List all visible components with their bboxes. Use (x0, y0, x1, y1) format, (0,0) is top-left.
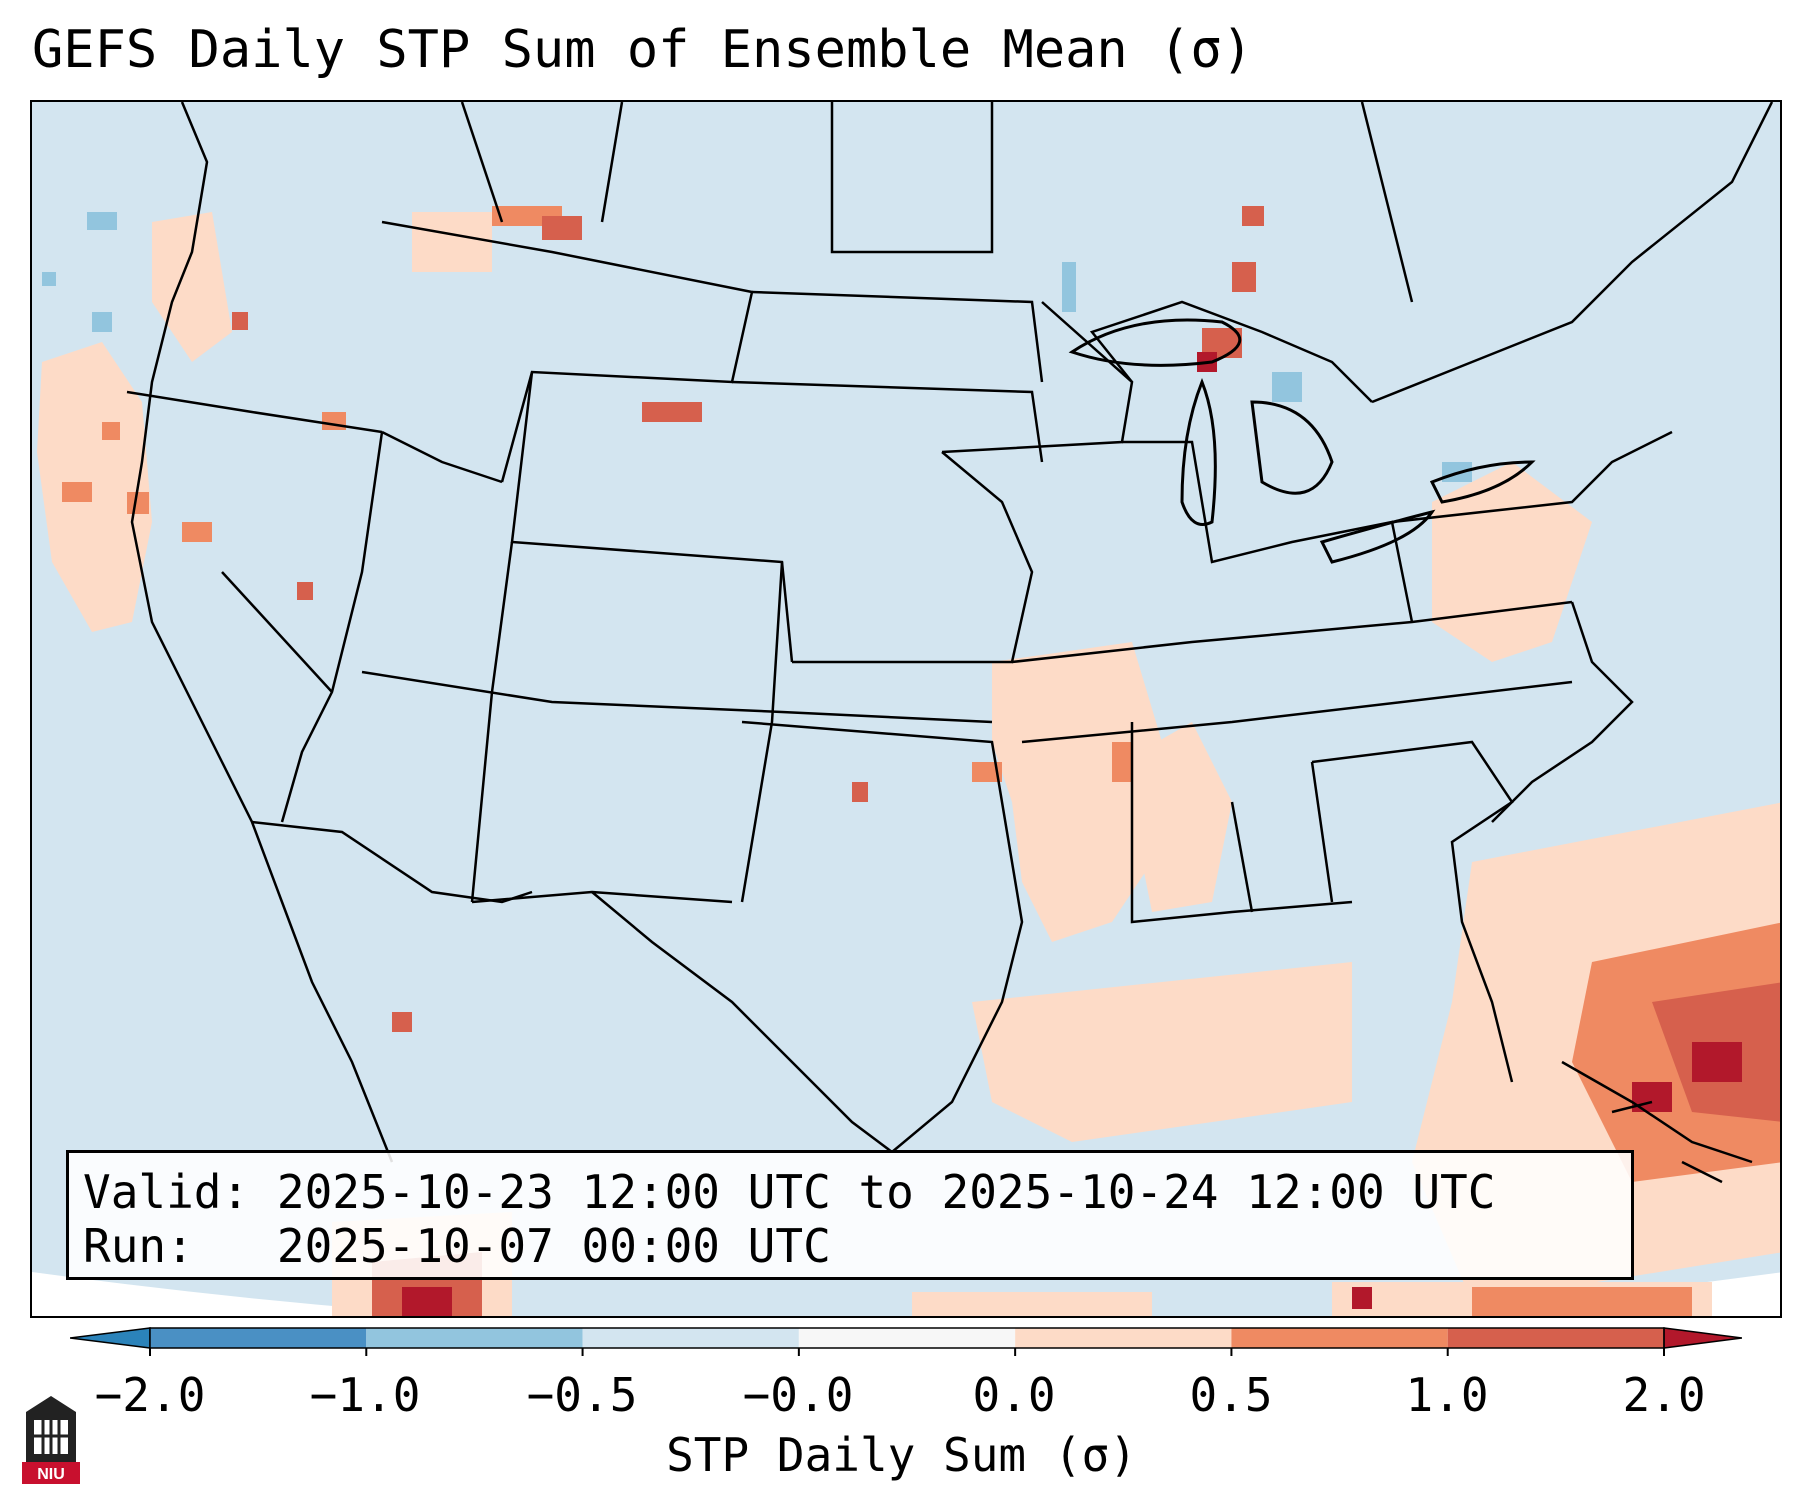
map-canvas (32, 102, 1780, 1316)
colorbar-tick-label: −1.0 (309, 1368, 421, 1422)
run-label: Run: (83, 1219, 194, 1273)
colorbar-label: STP Daily Sum (σ) (666, 1428, 1137, 1482)
anomaly-field (37, 206, 1780, 1316)
colorbar-tick-label: −0.0 (742, 1368, 854, 1422)
state-borders (126, 102, 1774, 1184)
colorbar-tick-label: −2.0 (94, 1368, 206, 1422)
colorbar (70, 1327, 1742, 1356)
colorbar-outline (149, 1327, 1665, 1349)
university-tower-icon: NIU (22, 1396, 80, 1484)
info-box: Valid: 2025-10-23 12:00 UTC to 2025-10-2… (66, 1150, 1634, 1280)
valid-label: Valid: (83, 1165, 250, 1219)
colorbar-tick-label: 2.0 (1622, 1368, 1706, 1422)
run-value: 2025-10-07 00:00 UTC (276, 1219, 831, 1273)
colorbar-segment (1015, 1328, 1232, 1348)
colorbar-tick-label: −0.5 (526, 1368, 638, 1422)
colorbar-tick-label: 0.0 (972, 1368, 1056, 1422)
run-row: Run: 2025-10-07 00:00 UTC (83, 1219, 1631, 1273)
colorbar-tick-label: 1.0 (1405, 1368, 1489, 1422)
map-panel (30, 100, 1782, 1318)
colorbar-segment (150, 1328, 367, 1348)
colorbar-segment (798, 1328, 1016, 1348)
colorbar-segment (1447, 1328, 1664, 1348)
colorbar-extend-low (70, 1327, 151, 1349)
colorbar-tick-label: 0.5 (1189, 1368, 1273, 1422)
colorbar-segment (582, 1328, 799, 1348)
valid-value: 2025-10-23 12:00 UTC to 2025-10-24 12:00… (276, 1165, 1496, 1219)
colorbar-extend-high (1663, 1327, 1742, 1349)
valid-row: Valid: 2025-10-23 12:00 UTC to 2025-10-2… (83, 1165, 1631, 1219)
logo-text: NIU (37, 1466, 65, 1483)
map-title: GEFS Daily STP Sum of Ensemble Mean (σ) (32, 20, 1253, 80)
colorbar-segment (366, 1328, 583, 1348)
colorbar-segment (1231, 1328, 1448, 1348)
great-lakes (1068, 318, 1536, 564)
